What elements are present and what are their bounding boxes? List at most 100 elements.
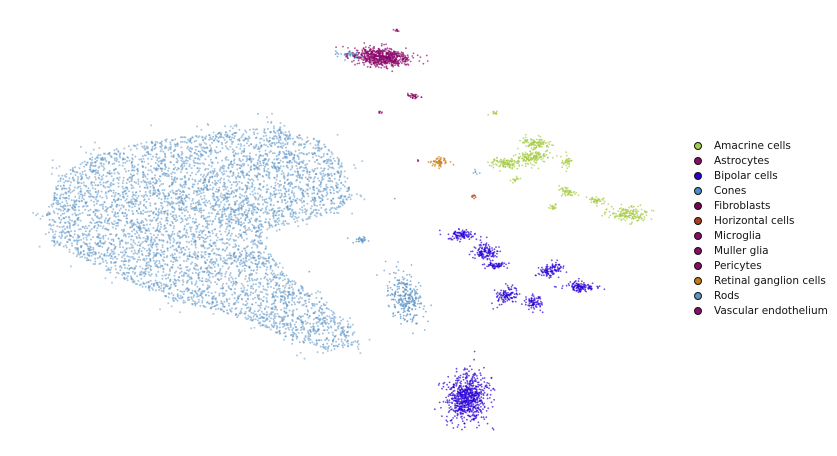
point xyxy=(132,194,135,196)
point xyxy=(199,155,202,158)
point xyxy=(276,173,279,176)
point xyxy=(167,192,170,195)
point xyxy=(212,275,215,278)
point xyxy=(227,159,230,161)
point xyxy=(104,205,107,208)
point xyxy=(284,131,287,134)
point xyxy=(227,232,230,235)
point xyxy=(68,197,70,200)
point xyxy=(306,202,309,205)
point xyxy=(318,328,321,331)
point xyxy=(203,201,206,204)
point xyxy=(344,180,347,183)
point xyxy=(287,151,290,154)
point xyxy=(250,257,253,260)
point xyxy=(282,172,285,174)
point xyxy=(166,255,169,257)
point xyxy=(163,256,166,259)
point xyxy=(154,178,157,181)
point xyxy=(184,252,186,255)
point xyxy=(142,281,145,284)
point xyxy=(233,159,235,162)
point xyxy=(233,214,236,217)
point xyxy=(225,208,228,211)
point xyxy=(235,190,238,193)
point xyxy=(76,247,79,249)
point xyxy=(219,208,222,211)
point xyxy=(180,270,183,273)
point xyxy=(233,162,236,165)
point xyxy=(180,164,183,167)
point xyxy=(258,168,261,171)
point xyxy=(169,213,172,215)
point xyxy=(246,157,249,160)
point xyxy=(333,323,336,326)
point xyxy=(126,195,129,198)
point xyxy=(261,174,264,177)
point xyxy=(289,324,292,327)
point xyxy=(206,173,209,176)
point xyxy=(74,209,77,212)
point xyxy=(230,183,233,186)
point xyxy=(210,249,213,252)
point xyxy=(64,208,67,211)
point xyxy=(194,303,197,305)
point xyxy=(230,187,233,190)
point xyxy=(234,277,237,280)
point xyxy=(291,174,294,176)
point xyxy=(124,208,127,211)
point xyxy=(271,308,274,311)
point xyxy=(215,239,218,242)
point xyxy=(252,243,255,246)
point xyxy=(122,228,125,231)
point xyxy=(96,242,99,245)
point xyxy=(282,150,285,153)
point xyxy=(162,250,165,253)
point xyxy=(301,211,304,214)
point xyxy=(127,145,130,148)
point xyxy=(274,181,277,184)
point xyxy=(181,283,184,286)
point xyxy=(167,274,170,277)
point xyxy=(278,326,281,329)
point xyxy=(58,197,61,200)
point xyxy=(322,155,325,158)
point xyxy=(86,257,89,260)
point xyxy=(273,209,276,212)
point xyxy=(281,295,284,297)
point xyxy=(186,255,189,258)
point xyxy=(193,140,196,143)
point xyxy=(282,144,285,147)
point xyxy=(263,139,265,142)
point xyxy=(236,316,239,319)
point xyxy=(82,241,85,244)
point xyxy=(139,200,142,203)
point xyxy=(112,179,115,182)
point xyxy=(285,153,288,156)
point xyxy=(278,287,281,290)
point xyxy=(216,172,219,175)
point xyxy=(163,287,166,290)
point xyxy=(83,194,86,197)
point xyxy=(226,186,229,188)
point xyxy=(219,272,222,275)
point xyxy=(278,141,281,144)
point xyxy=(228,213,231,216)
point xyxy=(163,172,166,174)
point xyxy=(319,212,322,215)
point xyxy=(155,153,158,156)
point xyxy=(212,186,215,189)
point xyxy=(224,186,227,189)
point xyxy=(213,168,216,170)
point xyxy=(296,170,299,173)
point xyxy=(215,188,218,191)
point xyxy=(263,277,266,280)
point xyxy=(340,331,343,334)
point xyxy=(273,141,276,144)
point xyxy=(89,189,91,192)
point xyxy=(172,192,175,195)
point xyxy=(169,278,172,281)
point xyxy=(69,169,72,171)
point xyxy=(64,228,66,231)
point xyxy=(200,207,203,210)
